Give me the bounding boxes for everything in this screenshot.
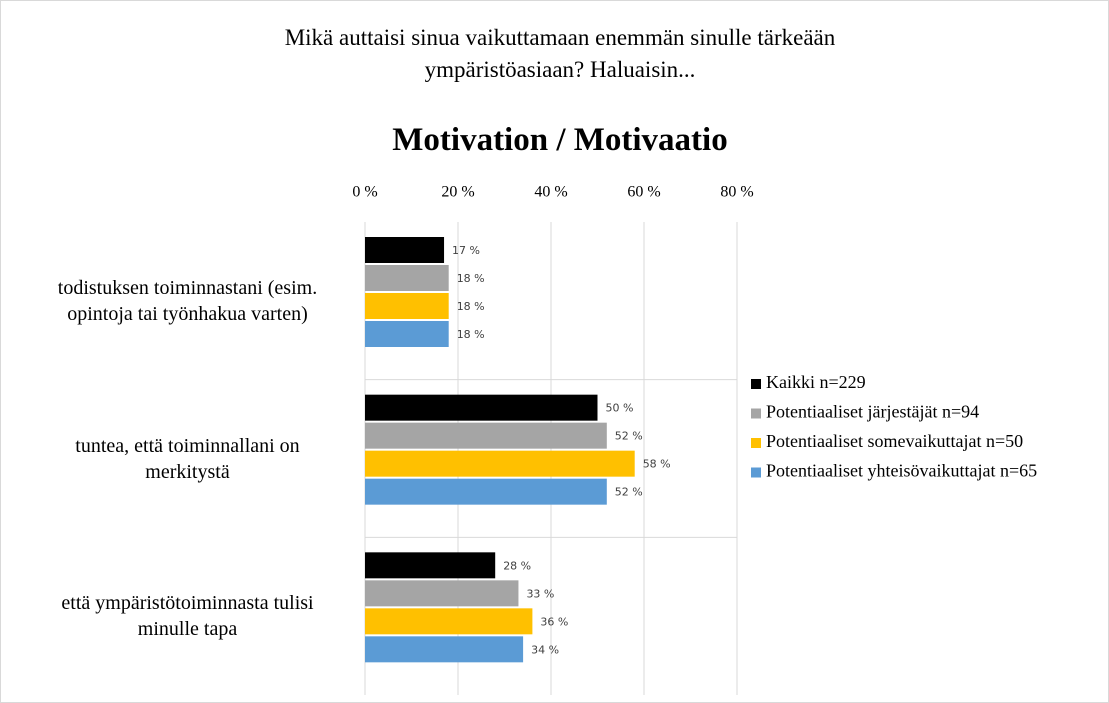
- bar: [365, 394, 598, 421]
- value-label: 17 %: [452, 244, 480, 257]
- value-label: 36 %: [540, 615, 568, 628]
- bar: [365, 293, 449, 319]
- value-label: 52 %: [615, 486, 643, 499]
- bar: [365, 321, 449, 347]
- bar: [365, 580, 519, 607]
- bar: [365, 422, 607, 449]
- chart-title: Mikä auttaisi sinua vaikuttamaan enemmän…: [284, 25, 836, 82]
- bar: [365, 608, 533, 635]
- x-tick-label: 0 %: [352, 184, 377, 201]
- value-label: 58 %: [643, 458, 671, 471]
- x-tick-label: 20 %: [441, 184, 474, 201]
- bar: [365, 636, 524, 663]
- legend-swatch: [751, 438, 761, 448]
- legend-label: Kaikki n=229: [766, 372, 866, 392]
- value-label: 50 %: [606, 402, 634, 415]
- value-label: 33 %: [526, 587, 554, 600]
- bar: [365, 478, 607, 505]
- value-label: 18 %: [457, 300, 485, 313]
- x-tick-label: 40 %: [534, 184, 567, 201]
- bar: [365, 552, 496, 579]
- legend-swatch: [751, 467, 761, 478]
- bar: [365, 450, 635, 477]
- chart-subtitle: Motivation / Motivaatio: [392, 122, 728, 158]
- category-label: todistuksen toiminnastani (esim. opintoj…: [57, 276, 318, 325]
- bar: [365, 265, 449, 291]
- legend-swatch: [751, 408, 761, 419]
- category-label: tuntea, että toiminnallani on merkitystä: [75, 434, 300, 483]
- value-label: 28 %: [503, 559, 531, 572]
- value-label: 18 %: [457, 272, 485, 285]
- value-label: 34 %: [531, 643, 559, 656]
- legend-label: Potentiaaliset somevaikuttajat n=50: [766, 431, 1023, 451]
- category-label: että ympäristötoiminnasta tulisi minulle…: [61, 592, 314, 641]
- x-tick-label: 80 %: [720, 184, 753, 201]
- x-tick-label: 60 %: [627, 184, 660, 201]
- legend-label: Potentiaaliset yhteisövaikuttajat n=65: [766, 461, 1037, 481]
- bar: [365, 237, 445, 263]
- legend-label: Potentiaaliset järjestäjät n=94: [766, 402, 979, 422]
- value-label: 52 %: [615, 430, 643, 443]
- value-label: 18 %: [457, 328, 485, 341]
- legend-swatch: [751, 379, 761, 389]
